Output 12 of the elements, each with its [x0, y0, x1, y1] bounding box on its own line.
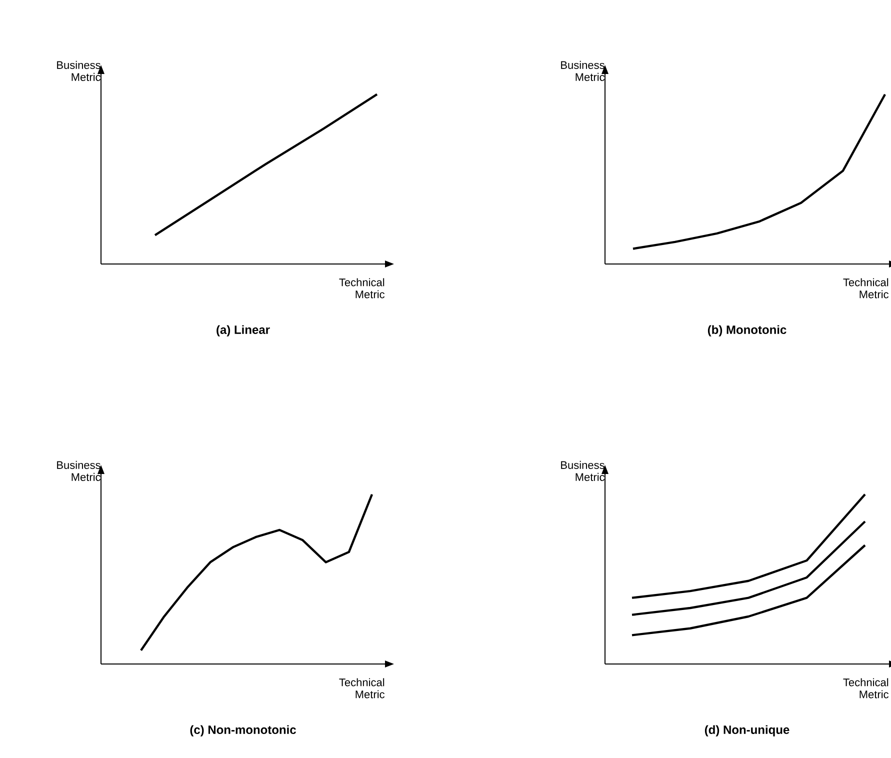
text: (a) Linear	[216, 325, 270, 336]
x-axis-title: Technical Metric	[339, 678, 385, 698]
text: (d) Non-unique	[704, 725, 790, 736]
y-axis-title: Business Metric	[57, 460, 101, 481]
x-axis-title: Technical Metric	[843, 278, 889, 298]
text: (b) Monotonic	[708, 325, 786, 336]
y-axis-title: Business Metric	[561, 460, 605, 481]
x-axis-title: Technical Metric	[339, 278, 385, 298]
y-axis-title: Business Metric	[57, 60, 101, 81]
y-axis-title: Business Metric	[561, 60, 605, 81]
x-axis-title: Technical Metric	[843, 678, 889, 698]
text: (c) Non-monotonic	[190, 725, 296, 736]
